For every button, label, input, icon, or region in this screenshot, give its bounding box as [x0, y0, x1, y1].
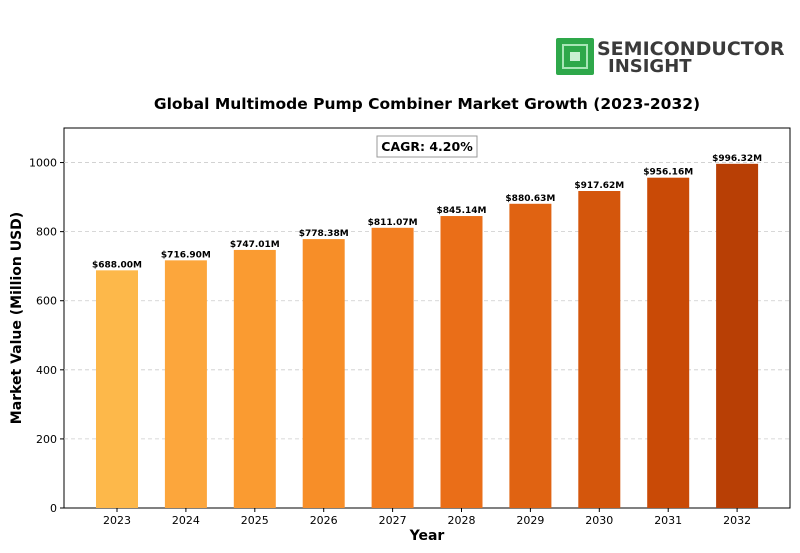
- data-label: $747.01M: [230, 240, 280, 250]
- bar-2028: [440, 216, 483, 508]
- logo-line2: INSIGHT: [608, 56, 692, 77]
- bar-2027: [371, 227, 414, 508]
- cagr-text: CAGR: 4.20%: [381, 139, 473, 154]
- x-tick-label: 2023: [103, 514, 131, 527]
- x-tick-label: 2032: [723, 514, 751, 527]
- x-tick-label: 2028: [448, 514, 476, 527]
- bar-2029: [509, 203, 552, 509]
- bar-2031: [647, 177, 690, 508]
- data-label: $880.63M: [505, 194, 555, 204]
- chart-title: Global Multimode Pump Combiner Market Gr…: [154, 95, 700, 113]
- data-label: $917.62M: [574, 181, 624, 191]
- y-axis-ticks: 0 200 400 600 800 1000: [29, 157, 64, 515]
- data-label: $716.90M: [161, 250, 211, 260]
- x-tick-label: 2031: [654, 514, 682, 527]
- y-tick-label: 400: [36, 364, 57, 377]
- bar-2025: [233, 249, 276, 508]
- bar-2023: [96, 270, 138, 508]
- brand-logo: SEMICONDUCTOR INSIGHT: [556, 38, 785, 77]
- x-axis-label: Year: [409, 528, 445, 544]
- plot-area: [63, 127, 791, 509]
- x-tick-label: 2030: [585, 514, 613, 527]
- data-label: $778.38M: [299, 229, 349, 239]
- bar-2032: [716, 163, 759, 509]
- x-tick-label: 2027: [379, 514, 407, 527]
- x-tick-label: 2025: [241, 514, 269, 527]
- data-label: $956.16M: [643, 168, 693, 178]
- logo-line1: SEMICONDUCTOR: [597, 38, 785, 60]
- data-label: $811.07M: [368, 218, 418, 228]
- y-tick-label: 200: [36, 433, 57, 446]
- x-tick-label: 2029: [516, 514, 544, 527]
- bars: [96, 163, 759, 509]
- bar-2024: [164, 260, 207, 508]
- bar-2030: [578, 191, 621, 508]
- y-tick-label: 1000: [29, 157, 57, 170]
- bar-2026: [302, 239, 345, 508]
- data-label: $845.14M: [437, 206, 487, 216]
- y-tick-label: 0: [50, 502, 57, 515]
- data-labels: $688.00M $716.90M $747.01M $778.38M $811.07M…: [92, 154, 762, 271]
- data-label: $688.00M: [92, 260, 142, 270]
- x-tick-label: 2024: [172, 514, 200, 527]
- x-tick-label: 2026: [310, 514, 338, 527]
- y-tick-label: 600: [36, 295, 57, 308]
- y-axis-label: Market Value (Million USD): [9, 212, 25, 424]
- x-axis-ticks: 2023 2024 2025 2026 2027 2028 2029 2030 2031 2032: [103, 508, 751, 527]
- y-tick-label: 800: [36, 226, 57, 239]
- data-label: $996.32M: [712, 154, 762, 164]
- cagr-annotation: CAGR: 4.20%: [376, 135, 478, 158]
